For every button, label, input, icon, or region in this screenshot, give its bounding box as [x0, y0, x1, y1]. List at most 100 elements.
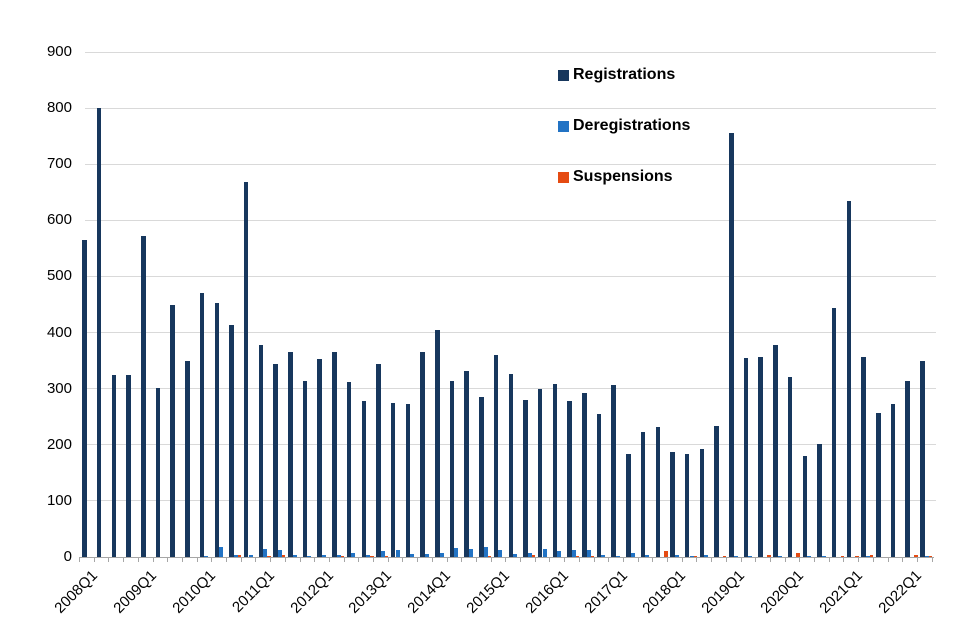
x-axis-tick	[828, 558, 830, 562]
gridline	[85, 332, 936, 334]
x-axis-tick	[167, 558, 169, 562]
deregistrations-bar	[645, 554, 650, 557]
suspensions-bar	[531, 555, 536, 557]
deregistrations-bar	[395, 550, 400, 557]
suspensions-bar	[767, 555, 771, 557]
registrations-bar	[758, 356, 763, 557]
suspensions-swatch-icon	[558, 171, 569, 183]
registrations-bar	[111, 374, 117, 557]
registrations-bar	[684, 453, 690, 557]
deregistrations-bar	[527, 552, 532, 557]
deregistrations-bar	[674, 555, 679, 557]
deregistrations-bar	[336, 555, 341, 557]
suspensions-bar	[664, 551, 668, 557]
registrations-bar	[317, 358, 322, 557]
gridline	[85, 163, 936, 165]
x-axis-label: 2020Q1	[757, 567, 808, 617]
deregistrations-bar	[498, 550, 503, 557]
registrations-bar	[435, 330, 440, 557]
registrations-bar	[876, 413, 881, 557]
registrations-bar	[861, 356, 866, 557]
x-axis-tick	[373, 558, 374, 562]
registrations-bar	[332, 351, 337, 557]
deregistrations-bar	[307, 555, 312, 557]
registrations-bar	[596, 413, 602, 557]
x-axis-tick	[181, 558, 183, 562]
registrations-bar	[243, 182, 249, 557]
deregistrations-bar	[586, 549, 591, 557]
deregistrations-bar	[219, 546, 224, 557]
registrations-bar	[787, 377, 793, 557]
legend-label-deregistrations: Deregistrations	[573, 117, 691, 134]
registrations-bar	[464, 370, 469, 557]
deregistrations-bar	[571, 550, 576, 557]
x-axis-tick	[652, 558, 654, 562]
legend-item-deregistrations: Deregistrations	[558, 117, 690, 135]
x-axis-tick	[549, 558, 551, 562]
x-axis-label: 2010Q1	[169, 567, 220, 617]
x-axis-tick	[622, 558, 624, 562]
y-axis-tick-label: 200	[46, 435, 72, 453]
registrations-bar	[846, 201, 852, 557]
suspensions-bar	[590, 555, 595, 557]
deregistrations-bar	[777, 555, 782, 557]
deregistrations-bar	[807, 556, 812, 557]
suspensions-bar	[384, 555, 389, 557]
deregistrations-bar	[351, 552, 356, 557]
x-axis-label: 2008Q1	[51, 567, 102, 617]
x-axis-label: 2014Q1	[404, 567, 455, 617]
registrations-bar	[714, 425, 719, 557]
y-axis-tick-label: 400	[46, 323, 72, 341]
suspensions-bar	[840, 556, 845, 557]
x-axis-tick	[314, 558, 316, 562]
x-axis-tick	[725, 558, 727, 562]
deregistrations-bar	[704, 555, 709, 557]
x-axis-label: 2015Q1	[463, 567, 514, 617]
registrations-bar	[831, 308, 837, 557]
registrations-bar	[640, 432, 646, 557]
legend: Registrations Deregistrations Suspension…	[558, 66, 690, 219]
registrations-bar	[773, 345, 778, 557]
x-axis-tick	[417, 558, 419, 562]
gridline	[85, 51, 936, 53]
x-axis-tick	[270, 558, 272, 562]
x-axis-line	[79, 557, 934, 558]
registrations-bar	[170, 304, 175, 557]
deregistrations-bar	[483, 546, 488, 557]
x-axis-label: 2012Q1	[286, 567, 337, 617]
registrations-bar	[802, 456, 808, 557]
x-axis-tick	[872, 558, 874, 562]
x-axis-tick	[343, 558, 345, 562]
x-axis-label: 2022Q1	[874, 567, 925, 617]
registrations-bar	[229, 324, 234, 557]
registrations-bar	[537, 388, 543, 557]
registrations-bar	[508, 373, 514, 557]
legend-item-suspensions: Suspensions	[558, 168, 690, 186]
deregistrations-swatch-icon	[558, 120, 569, 132]
legend-item-registrations: Registrations	[558, 66, 690, 84]
x-axis-tick	[858, 558, 860, 562]
x-axis-label: 2009Q1	[110, 567, 161, 617]
registrations-bar	[920, 360, 925, 557]
x-axis-tick	[387, 558, 389, 562]
deregistrations-bar	[689, 556, 694, 557]
suspensions-bar	[693, 556, 698, 557]
x-axis-tick	[799, 558, 801, 562]
registrations-bar	[346, 381, 352, 557]
x-axis-tick	[461, 558, 463, 562]
registrations-swatch-icon	[558, 69, 569, 81]
suspensions-bar	[281, 555, 286, 557]
x-axis-tick	[196, 558, 198, 562]
x-axis-tick	[637, 558, 639, 562]
deregistrations-bar	[233, 555, 238, 557]
x-axis-label: 2016Q1	[522, 567, 572, 617]
x-axis-tick	[284, 558, 286, 562]
y-axis-tick-label: 100	[46, 491, 72, 509]
x-axis-tick	[916, 558, 918, 562]
x-axis-tick	[299, 558, 301, 562]
x-axis-tick	[226, 558, 227, 562]
registrations-bar	[302, 380, 308, 557]
registrations-bar	[155, 387, 161, 557]
x-axis-tick	[593, 558, 595, 562]
gridline	[85, 107, 936, 109]
